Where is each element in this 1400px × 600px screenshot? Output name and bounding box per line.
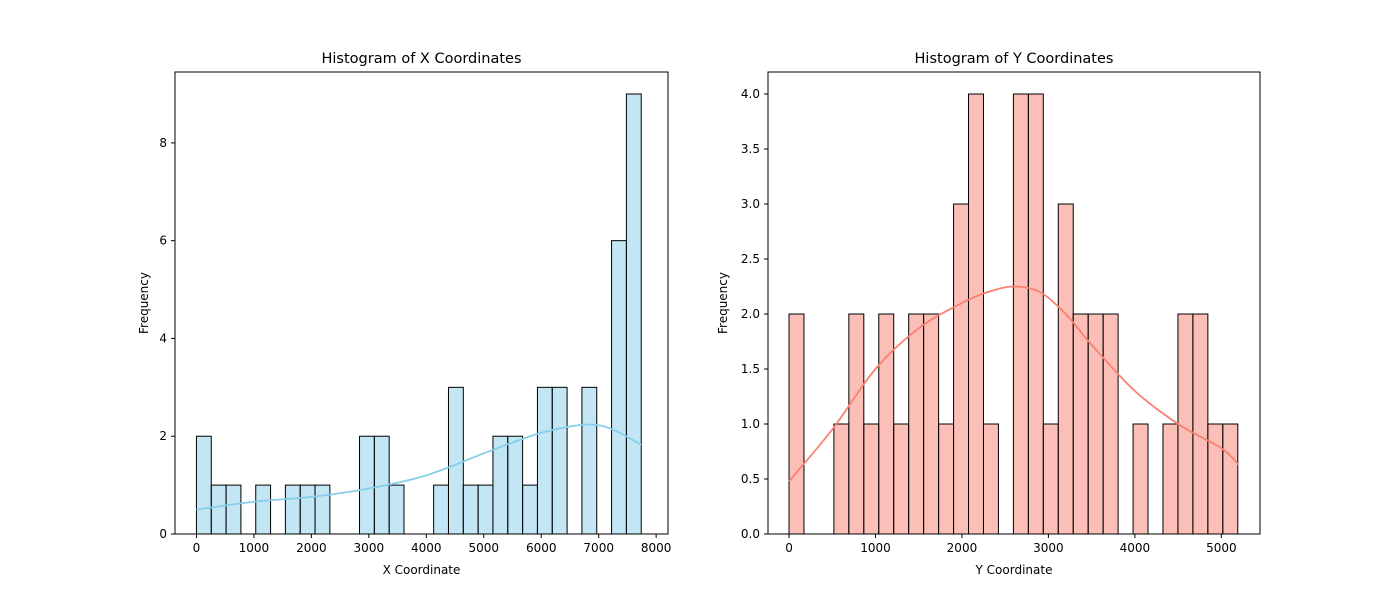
y-tick-label: 1.5 <box>741 362 760 376</box>
y-histogram-title: Histogram of Y Coordinates <box>915 51 1114 67</box>
y-tick-label: 0 <box>159 527 167 541</box>
plot-frame <box>174 71 669 535</box>
histogram-bar <box>447 386 464 535</box>
histogram-bar <box>462 484 479 535</box>
histogram-bar <box>314 484 331 535</box>
histogram-bar <box>1192 313 1209 535</box>
x-tick-label: 0 <box>193 541 201 555</box>
histogram-bar <box>848 313 865 535</box>
x-tick-label: 1000 <box>239 541 270 555</box>
x-tick-label: 8000 <box>641 541 672 555</box>
x-histogram-ylabel: Frequency <box>137 272 151 334</box>
histogram-bar <box>878 313 895 535</box>
histogram-bar <box>1072 313 1089 535</box>
histogram-bar <box>1207 423 1224 535</box>
y-tick-label: 4.0 <box>741 87 760 101</box>
x-histogram-panel: Histogram of X Coordinates X Coordinate … <box>137 51 671 577</box>
y-histogram-xlabel: Y Coordinate <box>975 563 1053 577</box>
y-tick-label: 3.5 <box>741 142 760 156</box>
x-tick-label: 4000 <box>411 541 442 555</box>
x-tick-label: 6000 <box>526 541 557 555</box>
x-tick-label: 0 <box>785 541 793 555</box>
histogram-bar <box>1132 423 1149 535</box>
y-tick-label: 8 <box>159 136 167 150</box>
histogram-bar <box>968 93 984 535</box>
histogram-bar <box>359 435 375 535</box>
kde-line <box>788 285 1240 482</box>
histogram-bar <box>1102 313 1119 535</box>
x-tick-label: 7000 <box>583 541 614 555</box>
histogram-bar <box>581 386 598 535</box>
x-tick-label: 2000 <box>296 541 327 555</box>
y-tick-label: 0.0 <box>741 527 760 541</box>
y-histogram-ylabel: Frequency <box>716 272 730 334</box>
y-tick-label: 2.5 <box>741 252 760 266</box>
histogram-bar <box>1027 93 1044 535</box>
x-tick-label: 5000 <box>468 541 499 555</box>
histogram-bar <box>833 423 850 535</box>
y-tick-label: 1.0 <box>741 417 760 431</box>
histogram-bar <box>507 435 524 535</box>
y-tick-label: 4 <box>159 331 167 345</box>
histogram-bar <box>1222 423 1239 535</box>
x-tick-label: 3000 <box>354 541 385 555</box>
y-tick-label: 3.0 <box>741 197 760 211</box>
y-tick-label: 2.0 <box>741 307 760 321</box>
histogram-bar <box>210 484 227 535</box>
x-histogram-xlabel: X Coordinate <box>383 563 461 577</box>
histogram-bar <box>1162 423 1179 535</box>
x-tick-label: 4000 <box>1120 541 1151 555</box>
histogram-bar <box>284 484 301 535</box>
x-tick-label: 5000 <box>1206 541 1237 555</box>
histogram-bar <box>1087 313 1104 535</box>
histogram-bar <box>477 484 494 535</box>
histogram-bar <box>863 423 880 535</box>
histogram-bar <box>1012 93 1029 535</box>
kde-line <box>196 423 642 511</box>
histogram-bar <box>923 313 940 535</box>
histogram-bar <box>908 313 925 535</box>
x-histogram-title: Histogram of X Coordinates <box>322 51 522 67</box>
x-tick-label: 1000 <box>860 541 891 555</box>
histogram-bar <box>1057 203 1074 535</box>
histogram-bar <box>938 423 955 535</box>
histogram-bar <box>953 203 970 535</box>
plot-frame <box>767 71 1261 535</box>
y-tick-label: 0.5 <box>741 472 760 486</box>
histogram-bar <box>982 423 999 535</box>
histogram-bar <box>195 435 212 535</box>
histogram-bar <box>625 93 642 535</box>
histogram-bar <box>788 313 805 535</box>
histogram-bar <box>255 484 272 535</box>
y-tick-label: 6 <box>159 234 167 248</box>
x-tick-label: 2000 <box>947 541 978 555</box>
histogram-bar <box>1177 313 1194 535</box>
histogram-bar <box>492 435 509 535</box>
histogram-bar <box>433 484 449 535</box>
histogram-bar <box>225 484 242 535</box>
y-tick-label: 2 <box>159 429 167 443</box>
y-histogram-panel: Histogram of Y Coordinates Y Coordinate … <box>716 51 1261 577</box>
histogram-bar <box>299 484 316 535</box>
histogram-bar <box>536 386 553 535</box>
histogram-bar <box>611 240 627 535</box>
x-tick-label: 3000 <box>1033 541 1064 555</box>
histogram-bar <box>1042 423 1059 535</box>
histogram-bar <box>551 386 568 535</box>
histogram-bar <box>893 423 910 535</box>
histogram-bar <box>388 484 405 535</box>
histogram-bar <box>522 484 538 535</box>
